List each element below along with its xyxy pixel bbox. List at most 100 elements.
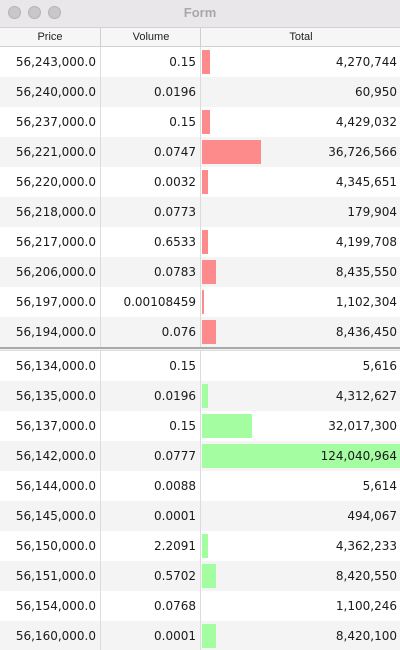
bid-table-row[interactable]: 56,160,000.0 0.0001 8,420,100 [0,621,400,650]
bid-table-row[interactable]: 56,150,000.0 2.2091 4,362,233 [0,531,400,561]
volume-cell: 0.0768 [102,591,201,621]
column-header-price[interactable]: Price [0,28,101,47]
price-cell: 56,218,000.0 [0,197,101,227]
total-cell: 60,950 [355,85,397,99]
price-cell: 56,194,000.0 [0,317,101,347]
total-cell: 1,102,304 [335,295,397,309]
price-cell: 56,243,000.0 [0,47,101,77]
price-cell: 56,221,000.0 [0,137,101,167]
total-cell: 124,040,964 [320,449,397,463]
volume-cell: 0.0783 [102,257,201,287]
bid-depth-bar [202,564,216,588]
column-header: Price Volume Total [0,28,400,47]
ask-depth-bar [202,260,216,284]
volume-cell: 0.0196 [102,381,201,411]
volume-cell: 0.0032 [102,167,201,197]
ask-depth-bar [202,140,261,164]
ask-depth-bar [202,170,208,194]
volume-cell: 0.0773 [102,197,201,227]
volume-cell: 0.6533 [102,227,201,257]
bid-depth-bar [202,444,400,468]
price-cell: 56,220,000.0 [0,167,101,197]
ask-table-row[interactable]: 56,197,000.0 0.00108459 1,102,304 [0,287,400,317]
volume-cell: 0.0001 [102,501,201,531]
total-cell: 8,420,100 [335,629,397,643]
bid-table-row[interactable]: 56,154,000.0 0.0768 1,100,246 [0,591,400,621]
bid-table-row[interactable]: 56,151,000.0 0.5702 8,420,550 [0,561,400,591]
total-cell: 4,270,744 [335,55,397,69]
price-cell: 56,154,000.0 [0,591,101,621]
price-cell: 56,137,000.0 [0,411,101,441]
price-cell: 56,160,000.0 [0,621,101,650]
ask-table-row[interactable]: 56,194,000.0 0.076 8,436,450 [0,317,400,347]
ask-rows: 56,243,000.0 0.15 4,270,744 56,240,000.0 0.0… [0,47,400,347]
bid-depth-bar [202,384,208,408]
ask-depth-bar [202,50,210,74]
total-cell: 4,312,627 [335,389,397,403]
price-cell: 56,240,000.0 [0,77,101,107]
volume-cell: 0.5702 [102,561,201,591]
ask-depth-bar [202,110,210,134]
volume-cell: 0.076 [102,317,201,347]
bid-table-row[interactable]: 56,134,000.0 0.15 5,616 [0,351,400,381]
bid-depth-bar [202,534,208,558]
total-cell: 32,017,300 [328,419,397,433]
ask-depth-bar [202,320,216,344]
price-cell: 56,142,000.0 [0,441,101,471]
volume-cell: 0.0001 [102,621,201,650]
price-cell: 56,237,000.0 [0,107,101,137]
total-cell: 179,904 [347,205,397,219]
minimize-window-button[interactable] [28,6,41,19]
volume-cell: 0.0777 [102,441,201,471]
volume-cell: 0.15 [102,47,201,77]
ask-table-row[interactable]: 56,220,000.0 0.0032 4,345,651 [0,167,400,197]
total-cell: 494,067 [347,509,397,523]
price-cell: 56,197,000.0 [0,287,101,317]
bid-table-row[interactable]: 56,142,000.0 0.0777 124,040,964 [0,441,400,471]
price-cell: 56,145,000.0 [0,501,101,531]
ask-table-row[interactable]: 56,206,000.0 0.0783 8,435,550 [0,257,400,287]
column-header-total[interactable]: Total [289,31,313,43]
zoom-window-button[interactable] [48,6,61,19]
volume-cell: 0.15 [102,351,201,381]
ask-table-row[interactable]: 56,217,000.0 0.6533 4,199,708 [0,227,400,257]
volume-cell: 0.00108459 [102,287,201,317]
bid-rows: 56,134,000.0 0.15 5,616 56,135,000.0 0.0196 4… [0,351,400,650]
window-title: Form [183,5,217,20]
price-cell: 56,217,000.0 [0,227,101,257]
ask-table-row[interactable]: 56,243,000.0 0.15 4,270,744 [0,47,400,77]
ask-table-row[interactable]: 56,218,000.0 0.0773 179,904 [0,197,400,227]
total-cell: 4,345,651 [335,175,397,189]
total-cell: 4,199,708 [335,235,397,249]
total-cell: 36,726,566 [328,145,397,159]
volume-cell: 0.15 [102,411,201,441]
volume-cell: 2.2091 [102,531,201,561]
price-cell: 56,206,000.0 [0,257,101,287]
bid-table-row[interactable]: 56,145,000.0 0.0001 494,067 [0,501,400,531]
bid-table-row[interactable]: 56,144,000.0 0.0088 5,614 [0,471,400,501]
volume-cell: 0.0747 [102,137,201,167]
ask-table-row[interactable]: 56,240,000.0 0.0196 60,950 [0,77,400,107]
total-cell: 4,429,032 [335,115,397,129]
title-bar[interactable]: Form [0,0,400,28]
bid-table-row[interactable]: 56,135,000.0 0.0196 4,312,627 [0,381,400,411]
ask-depth-bar [202,230,208,254]
total-cell: 8,436,450 [335,325,397,339]
volume-cell: 0.0088 [102,471,201,501]
total-cell: 8,420,550 [335,569,397,583]
order-book-divider [0,347,400,351]
price-cell: 56,150,000.0 [0,531,101,561]
total-cell: 1,100,246 [335,599,397,613]
ask-table-row[interactable]: 56,221,000.0 0.0747 36,726,566 [0,137,400,167]
ask-depth-bar [202,290,204,314]
total-cell: 5,616 [362,359,397,373]
total-cell: 8,435,550 [335,265,397,279]
bid-table-row[interactable]: 56,137,000.0 0.15 32,017,300 [0,411,400,441]
close-window-button[interactable] [8,6,21,19]
ask-table-row[interactable]: 56,237,000.0 0.15 4,429,032 [0,107,400,137]
volume-cell: 0.0196 [102,77,201,107]
price-cell: 56,135,000.0 [0,381,101,411]
volume-cell: 0.15 [102,107,201,137]
column-header-volume[interactable]: Volume [102,28,201,47]
